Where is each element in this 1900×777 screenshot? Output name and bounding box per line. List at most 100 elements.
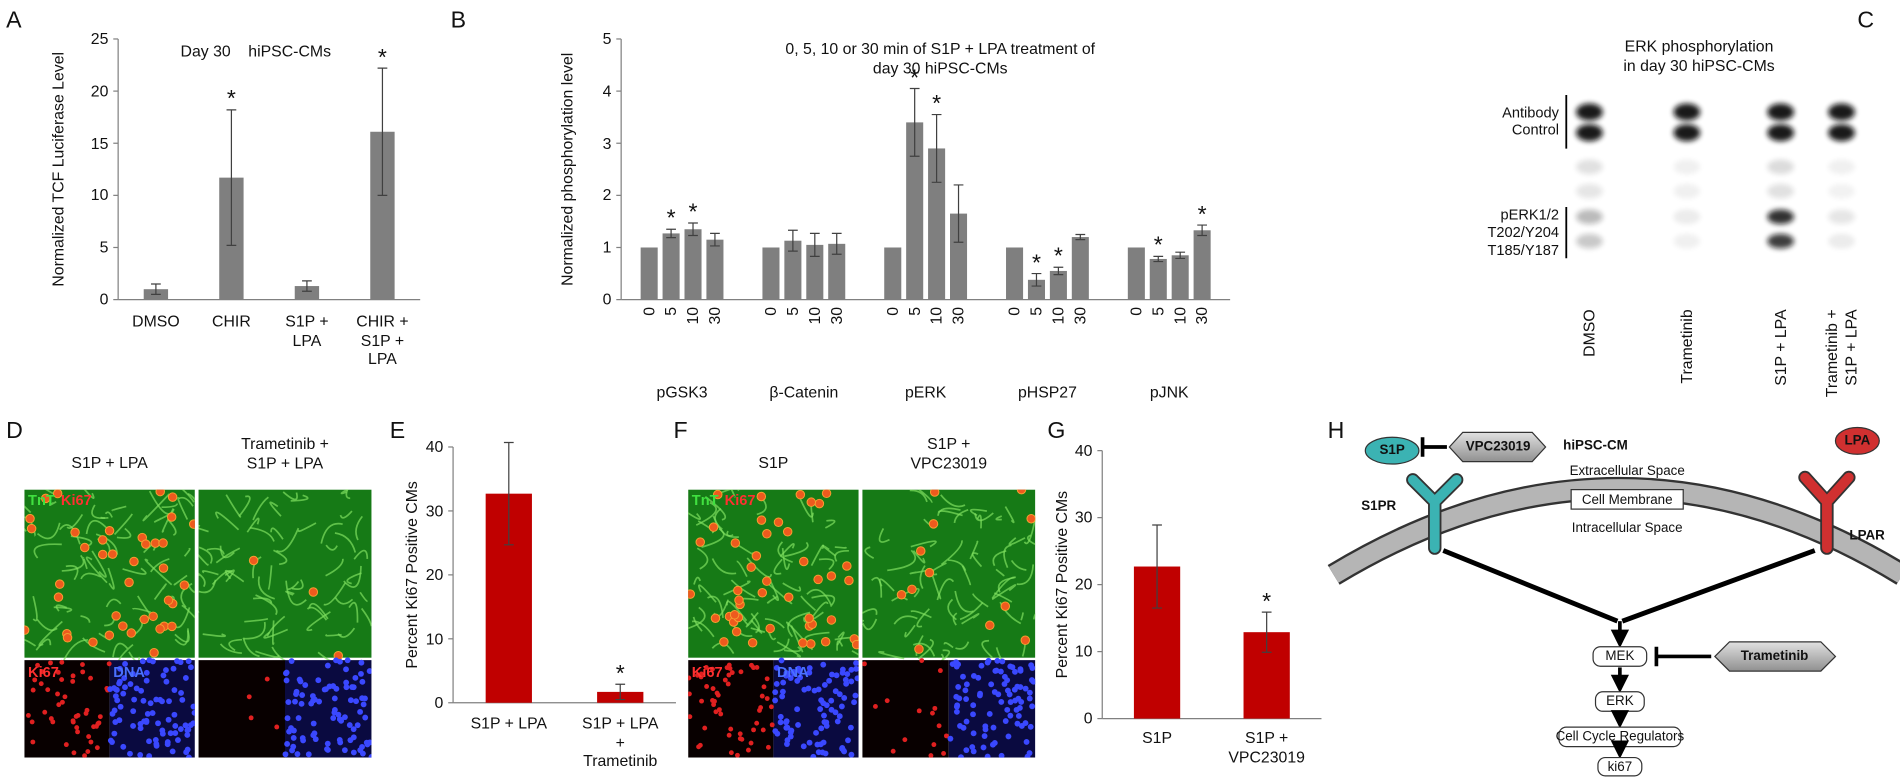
- fiber: [339, 510, 353, 519]
- fiber: [320, 522, 343, 544]
- dna-dot: [838, 703, 845, 710]
- nucleus: [1000, 601, 1011, 611]
- bar: [762, 247, 780, 300]
- fiber: [24, 505, 32, 514]
- bar-label: 5: [905, 306, 924, 316]
- ki67-channel: [198, 660, 286, 758]
- nucleus: [118, 621, 128, 631]
- nucleus: [104, 526, 115, 536]
- panel-letter: G: [1047, 418, 1066, 445]
- dna-dot: [834, 718, 841, 725]
- ki67-dot: [710, 698, 715, 703]
- ki67-dot: [70, 673, 76, 679]
- error-bar: [809, 232, 820, 257]
- fiber: [181, 489, 195, 503]
- fiber: [340, 489, 349, 495]
- fiber: [174, 630, 190, 643]
- fiber: [800, 595, 817, 612]
- ki67-dot: [711, 702, 717, 708]
- node-box: [1597, 756, 1643, 777]
- fiber: [1004, 506, 1015, 524]
- dna-dot: [777, 719, 784, 726]
- fiber: [714, 507, 723, 531]
- blot-spot: [1673, 124, 1701, 142]
- fiber: [269, 501, 282, 517]
- micrograph: [24, 489, 195, 758]
- nucleus: [129, 556, 139, 567]
- ki67-dot: [727, 666, 733, 671]
- blot-row-label: pERK1/2 T202/Y204 T185/Y187: [1487, 206, 1559, 259]
- dna-dot: [813, 729, 819, 736]
- dna-dot: [984, 753, 991, 758]
- chart-title: Day 30 hiPSC-CMs: [180, 41, 332, 60]
- dna-dot: [299, 692, 306, 699]
- dna-dot: [335, 711, 342, 718]
- dna-dot: [310, 720, 317, 727]
- dna-dot: [1026, 695, 1033, 702]
- dna-dot: [1007, 699, 1014, 705]
- dna-dot: [1018, 723, 1025, 729]
- dna-dot: [777, 713, 784, 720]
- nucleus: [762, 529, 772, 539]
- dna-dot: [962, 687, 969, 694]
- ki67-dot: [97, 714, 103, 720]
- dna-dot: [178, 689, 184, 696]
- dna-dot: [144, 710, 151, 717]
- fiber: [85, 519, 107, 535]
- panel-letter: H: [1327, 418, 1345, 445]
- dna-dot: [185, 726, 192, 733]
- fiber: [58, 524, 81, 545]
- dna-dot: [848, 751, 855, 758]
- dna-dot: [171, 687, 178, 693]
- ki67-dot: [737, 731, 743, 737]
- error-bar: [666, 228, 676, 239]
- dna-dot: [146, 753, 153, 758]
- y-tick-label: 5: [602, 29, 612, 48]
- dna-dot: [1026, 689, 1033, 696]
- ki67-dot: [84, 707, 90, 713]
- dna-dot: [779, 693, 786, 700]
- fiber: [153, 583, 167, 601]
- fiber: [104, 511, 113, 518]
- nucleus: [795, 489, 806, 500]
- membrane-label: Cell Membrane: [1582, 492, 1673, 507]
- fiber: [66, 513, 84, 529]
- nucleus: [166, 512, 177, 522]
- stain-label: DNA: [777, 663, 809, 681]
- ki67-dot: [764, 676, 770, 682]
- panel-letter: B: [450, 8, 467, 34]
- ki67-dot: [42, 709, 48, 715]
- dna-dot: [955, 661, 962, 668]
- fiber: [688, 606, 706, 630]
- dna-dot: [1002, 718, 1009, 724]
- fiber: [811, 594, 836, 608]
- dna-dot: [343, 684, 350, 691]
- dna-dot: [980, 744, 987, 751]
- nucleus: [806, 497, 817, 507]
- s1p-ligand: [1364, 436, 1420, 465]
- bar: [1193, 230, 1211, 300]
- ki67-dot: [872, 704, 878, 709]
- fiber: [995, 568, 1005, 577]
- dna-dot: [127, 750, 133, 757]
- ki67-dot: [759, 693, 765, 699]
- dna-dot: [1027, 723, 1034, 730]
- y-tick-label: 20: [1074, 575, 1093, 594]
- dna-dot: [978, 662, 985, 669]
- error-bar: [831, 232, 842, 255]
- dna-dot: [818, 697, 825, 704]
- dna-dot: [188, 664, 194, 671]
- fiber: [851, 650, 859, 656]
- dna-dot: [342, 714, 348, 721]
- ki67-dot: [246, 694, 252, 700]
- inhibitor-shape: [1714, 641, 1837, 672]
- dna-dot: [1030, 678, 1036, 685]
- nucleus: [798, 638, 808, 648]
- ki67-dot: [60, 699, 65, 705]
- nucleus: [928, 519, 939, 529]
- fiber: [940, 494, 966, 508]
- dna-dot: [127, 681, 134, 687]
- bar-label: 5: [1148, 306, 1168, 316]
